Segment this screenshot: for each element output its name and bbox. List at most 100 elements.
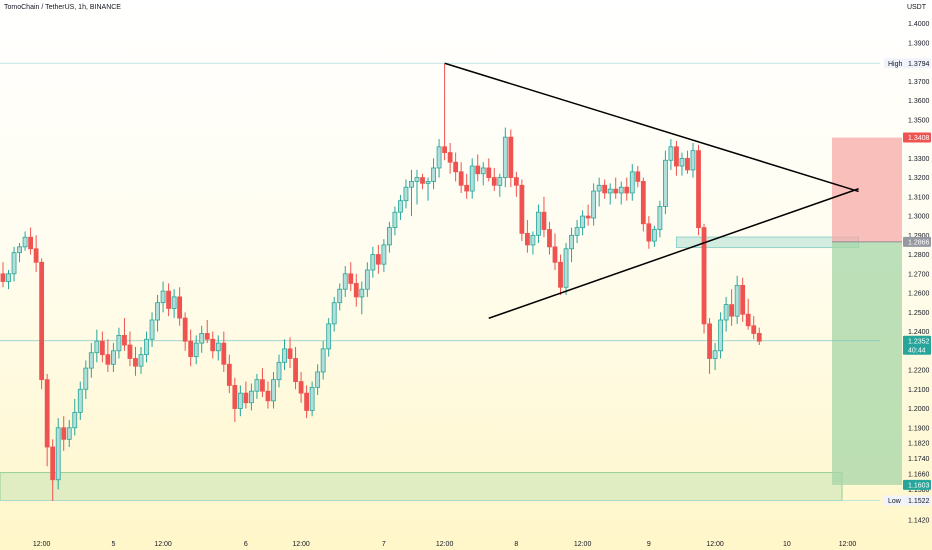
trendlines-layer [444, 62, 859, 319]
candle-up [530, 234, 536, 246]
candle-up [171, 296, 177, 309]
candle-up [144, 338, 149, 356]
stop-price-tag [903, 132, 931, 143]
candle-up [629, 171, 635, 194]
candle-down [304, 392, 310, 411]
candle-up [690, 150, 696, 171]
high-tag [903, 58, 931, 69]
price-tick-label: 1.1660 [908, 471, 930, 478]
candle-down [442, 146, 448, 153]
candle-down [513, 177, 519, 186]
stop-price-value: 1.3408 [908, 135, 930, 142]
candle-down [552, 246, 558, 263]
candle-up [254, 379, 260, 392]
candle-down [298, 381, 304, 394]
candle-down [353, 283, 359, 298]
lower-trendline [488, 188, 859, 319]
candle-up [88, 352, 94, 369]
symbol-title: TomoChain / TetherUS, 1h, BINANCE [4, 4, 121, 11]
candle-down [696, 150, 701, 229]
candle-up [712, 350, 718, 359]
candle-down [635, 171, 641, 182]
price-tick-label: 1.2800 [908, 252, 930, 259]
candle-up [403, 186, 409, 202]
candle-down [640, 181, 646, 225]
target-price-tag [903, 479, 931, 490]
candle-up [734, 284, 740, 317]
candle-up [364, 269, 370, 290]
candle-up [580, 215, 585, 229]
candle-down [39, 261, 45, 381]
candle-up [663, 159, 668, 207]
candle-up [116, 334, 122, 352]
candle-down [740, 284, 746, 315]
candle-up [425, 181, 431, 184]
candle-up [563, 248, 569, 288]
axes-layer: 1.4000 1.3900 1.3700 1.3600 1.3500 1.3300 1.32… [33, 21, 930, 548]
candle-up [326, 323, 332, 350]
candle-up [111, 350, 116, 365]
price-tick-label: 1.3000 [908, 214, 930, 221]
price-tick-label: 1.3200 [908, 175, 930, 182]
candle-down [558, 261, 563, 288]
price-tick-label: 1.4000 [908, 21, 930, 28]
candle-down [61, 427, 67, 440]
candle-up [22, 236, 28, 248]
candle-up [6, 273, 11, 282]
candle-up [248, 390, 254, 404]
candle-down [486, 167, 492, 178]
candle-down [287, 348, 293, 359]
time-tick-label: 7 [382, 541, 386, 548]
candle-down [447, 152, 453, 163]
candle-down [210, 338, 216, 352]
candle-up [66, 427, 72, 440]
candle-down [375, 254, 381, 265]
candle-down [127, 344, 133, 359]
candle-up [409, 181, 414, 188]
candle-up [618, 186, 624, 194]
stop-loss-zone [832, 137, 902, 242]
candle-down [707, 323, 712, 359]
candle-up [160, 290, 166, 304]
zones-layer [0, 137, 902, 501]
candle-up [138, 354, 144, 367]
candle-down [547, 229, 552, 248]
candle-up [77, 388, 83, 413]
high-label-box [884, 58, 903, 69]
candle-up [331, 302, 337, 325]
candle-up [237, 392, 243, 409]
candle-down [624, 186, 630, 194]
price-tick-label: 1.2200 [908, 368, 930, 375]
candle-down [613, 188, 619, 194]
high-value: 1.3794 [908, 61, 930, 68]
candle-up [436, 146, 442, 169]
candle-down [182, 317, 188, 342]
candle-up [679, 157, 685, 167]
candle-down [33, 248, 39, 263]
candle-down [519, 184, 525, 234]
candle-down [293, 358, 298, 382]
candles-layer [0, 64, 762, 501]
candle-up [536, 211, 541, 236]
candle-up [718, 319, 723, 352]
price-tick-label: 1.3900 [908, 40, 930, 47]
candle-up [315, 371, 321, 388]
candle-up [398, 200, 403, 213]
candle-down [188, 340, 194, 357]
candle-down [475, 165, 481, 175]
price-tick-label: 1.1580 [908, 487, 930, 494]
low-label-box [884, 495, 903, 506]
candle-down [508, 136, 514, 178]
currency-label: USDT [906, 4, 926, 11]
candle-up [215, 342, 221, 352]
candle-down [177, 296, 183, 319]
candle-up [574, 227, 580, 236]
time-tick-label: 12:00 [436, 541, 454, 548]
candle-down [243, 392, 249, 404]
time-tick-label: 10 [783, 541, 791, 548]
candle-down [28, 236, 34, 250]
time-tick-label: 12:00 [154, 541, 172, 548]
candle-down [491, 177, 497, 186]
